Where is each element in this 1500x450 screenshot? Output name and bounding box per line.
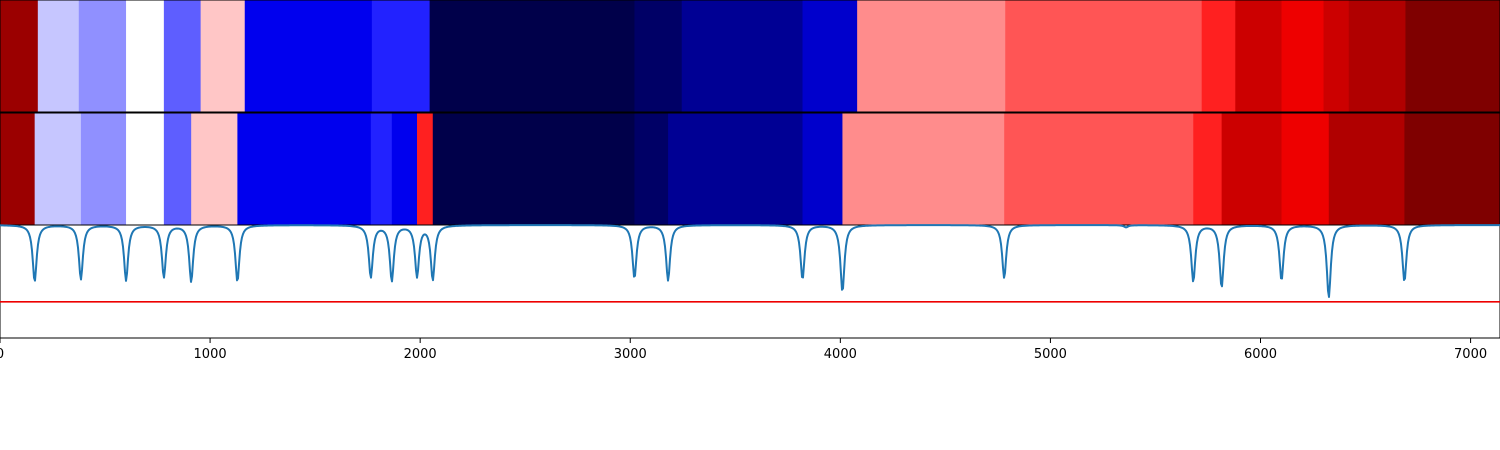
heatmap-bottom-segment-5 [191,113,238,225]
x-tick-label-4: 4000 [824,347,857,362]
heatmap-top-segment-4 [163,0,202,112]
heatmap-bottom-segment-17 [1221,113,1283,225]
heatmap-bottom-bar [0,113,1500,225]
x-tick-label-6: 6000 [1244,347,1277,362]
heatmap-top-segment-5 [200,0,246,112]
heatmap-bottom-segment-1 [34,113,82,225]
heatmap-bottom-segment-18 [1281,113,1330,225]
heatmap-top-segment-8 [429,0,635,112]
heatmap-top-segment-3 [126,0,165,112]
heatmap-top-segment-9 [634,0,683,112]
heatmap-bottom-segment-2 [80,113,127,225]
heatmap-bottom-segment-10 [432,113,635,225]
heatmap-bottom-segment-3 [126,113,165,225]
heatmap-bottom-segment-14 [842,113,1005,225]
heatmap-top-segment-18 [1348,0,1406,112]
x-tick-label-2: 2000 [404,347,437,362]
heatmap-top-segment-14 [1201,0,1236,112]
heatmap-bottom-segment-4 [163,113,192,225]
signal-plot [0,224,1500,339]
heatmap-top-segment-13 [1005,0,1203,112]
heatmap-bottom-segment-20 [1404,113,1500,225]
heatmap-top-segment-15 [1235,0,1283,112]
x-tick-label-7: 7000 [1454,347,1487,362]
heatmap-bottom-segment-8 [391,113,418,225]
heatmap-top-segment-17 [1323,0,1350,112]
x-tick-label-5: 5000 [1034,347,1067,362]
x-tick-label-3: 3000 [614,347,647,362]
x-tick-label-0: 0 [0,347,4,362]
heatmap-bottom-segment-12 [668,113,804,225]
heatmap-bottom-segment-13 [802,113,843,225]
heatmap-bottom-segment-19 [1328,113,1405,225]
heatmap-top-segment-12 [857,0,1006,112]
heatmap-bottom-segment-16 [1193,113,1223,225]
heatmap-bottom-segment-7 [370,113,393,225]
x-tick-label-1: 1000 [194,347,227,362]
heatmap-top-segment-7 [371,0,431,112]
heatmap-top-segment-6 [244,0,373,112]
heatmap-bottom-segment-15 [1004,113,1194,225]
heatmap-top-segment-1 [37,0,80,112]
heatmap-bottom-segment-0 [0,113,36,225]
signal-plot-frame [0,224,1500,339]
heatmap-bottom-segment-11 [634,113,669,225]
heatmap-top-segment-16 [1281,0,1325,112]
x-axis: 0 1000 2000 3000 4000 5000 6000 7000 [0,338,1487,362]
heatmap-top-segment-0 [0,0,39,112]
heatmap-top-segment-11 [802,0,858,112]
heatmap-top-segment-10 [681,0,804,112]
heatmap-top-segment-2 [78,0,127,112]
heatmap-bottom-segment-6 [237,113,372,225]
signal-line [0,224,1500,298]
heatmap-top-frame [0,0,1500,113]
heatmap-bottom-segment-9 [417,113,434,225]
heatmap-top-segment-19 [1405,0,1500,112]
heatmap-top-bar [0,0,1500,112]
